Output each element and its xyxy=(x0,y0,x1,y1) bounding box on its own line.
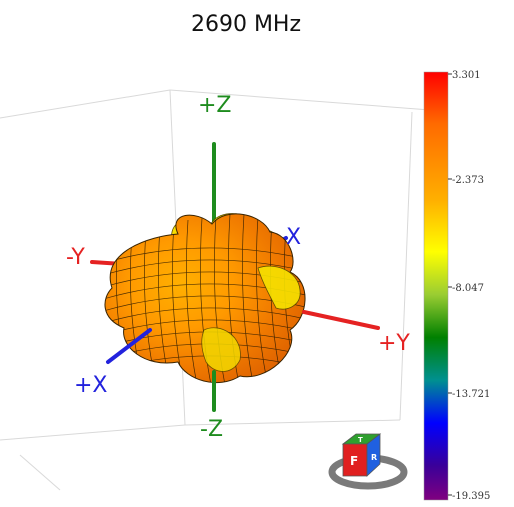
axis-label-plus-z: +Z xyxy=(198,93,232,118)
colorbar-gradient xyxy=(423,71,449,501)
colorbar-tick-label: -13.721 xyxy=(452,389,490,400)
axis-label-plus-x: +X xyxy=(74,373,108,398)
colorbar-tick-label: -19.395 xyxy=(452,491,490,502)
axis-label-minus-z: -Z xyxy=(200,417,223,442)
cube-face-front: F xyxy=(350,454,358,468)
axis-label-minus-x: X xyxy=(286,225,301,250)
radiation-pattern-surface xyxy=(104,213,306,384)
colorbar-ticks xyxy=(448,73,452,496)
colorbar-tick-label: -2.373 xyxy=(452,175,484,186)
cube-face-top: T xyxy=(358,436,363,444)
page-title: 2690 MHz xyxy=(190,12,302,37)
axis-label-minus-y: -Y xyxy=(66,245,85,270)
colorbar-tick-label: 3.301 xyxy=(452,70,481,81)
colorbar-tick-label: -8.047 xyxy=(452,283,484,294)
axis-label-plus-y: +Y xyxy=(378,331,410,356)
orientation-cube[interactable]: F T R xyxy=(328,433,408,490)
axis-lines-front xyxy=(106,310,380,412)
colorbar: 3.301 -2.373 -8.047 -13.721 -19.395 xyxy=(423,70,490,502)
cube-face-right: R xyxy=(371,453,377,462)
